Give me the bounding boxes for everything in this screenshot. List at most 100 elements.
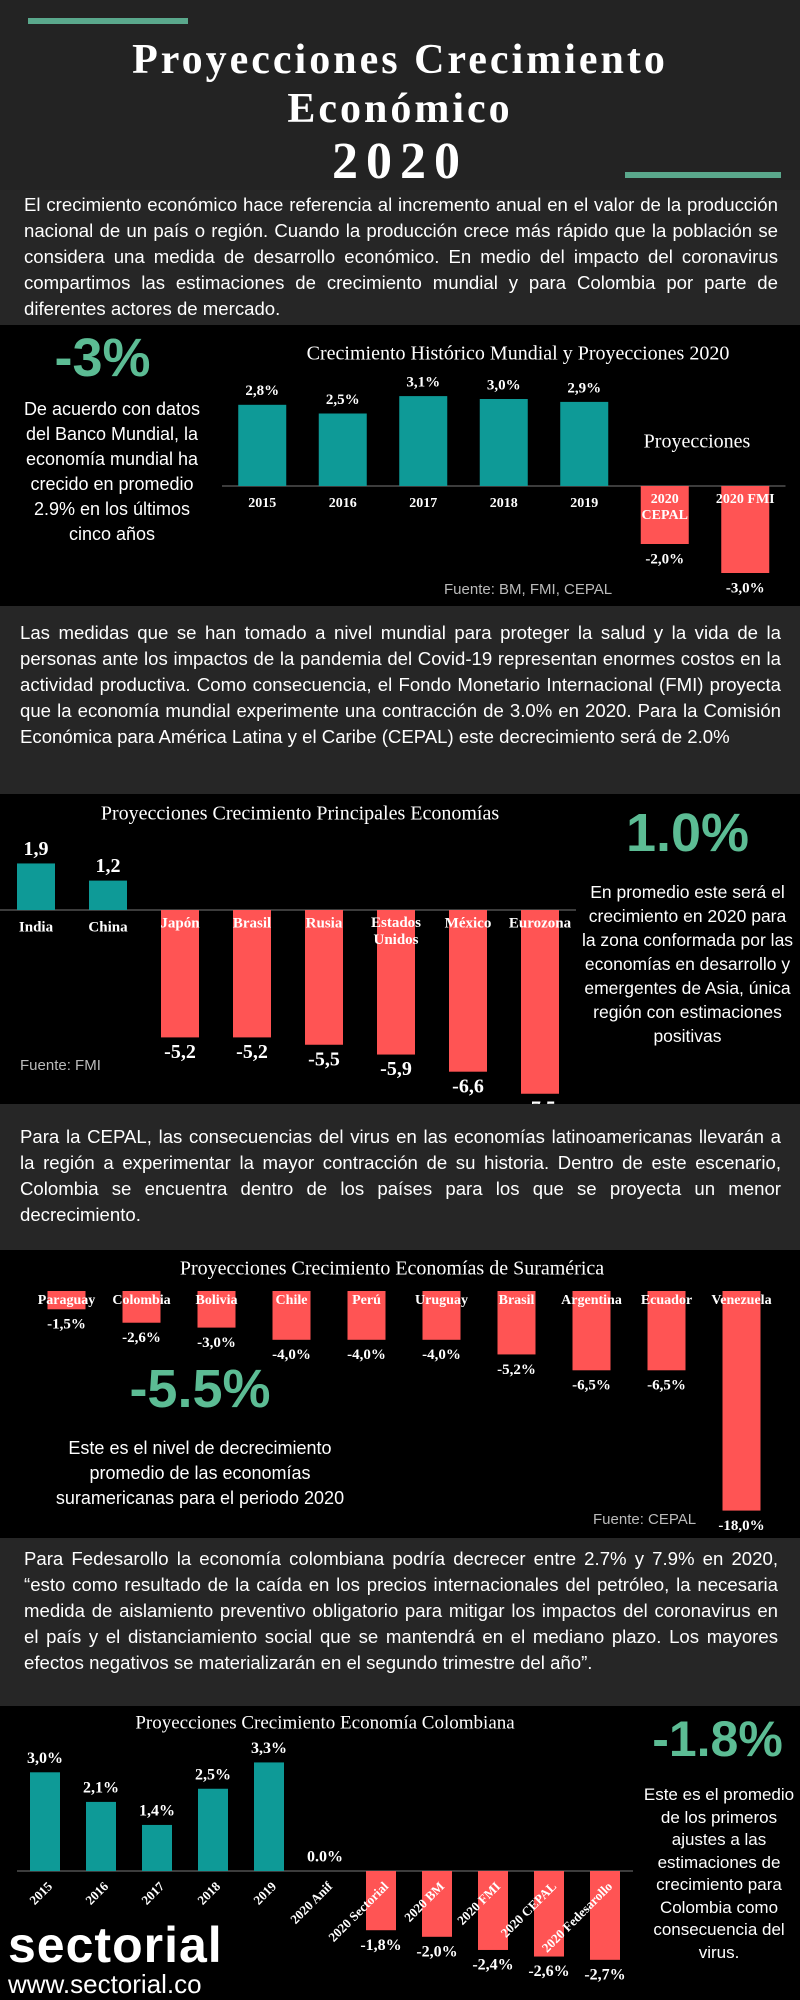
category-label: 2020 FMI — [716, 492, 775, 507]
chart: Proyecciones Crecimiento Economía Colomb… — [17, 1712, 633, 1984]
value-label: -7,5 — [524, 1097, 556, 1104]
bar — [89, 880, 127, 910]
value-label: -5,2% — [497, 1362, 536, 1378]
category-label: Uruguay — [415, 1293, 468, 1308]
bar — [479, 399, 528, 486]
text-section: Las medidas que se han tomado a nivel mu… — [0, 606, 800, 794]
value-label: 2,1% — [83, 1780, 119, 1797]
value-label: 0.0% — [307, 1849, 343, 1866]
category-label: Chile — [276, 1293, 308, 1308]
category-label: Paraguay — [38, 1293, 96, 1308]
url: www.sectorial.co — [8, 1969, 202, 1999]
value-label: 3,3% — [251, 1740, 287, 1757]
paragraph: Para la CEPAL, las consecuencias del vir… — [20, 1126, 781, 1225]
header: Proyecciones Crecimiento Económico 2020 — [0, 0, 800, 190]
callout-figure: -1.8% — [652, 1711, 783, 1767]
value-label: -6,5% — [572, 1378, 611, 1394]
chart-title: Proyecciones Crecimiento Economías de Su… — [180, 1258, 604, 1280]
value-label: 3,1% — [406, 375, 440, 391]
callout-text: De acuerdo con datos del Banco Mundial, … — [23, 399, 201, 544]
value-label: -1,8% — [360, 1937, 401, 1954]
bar — [30, 1772, 60, 1871]
category-label: Argentina — [561, 1293, 622, 1308]
chart-section: Proyecciones Crecimiento Economías de Su… — [0, 1250, 800, 1538]
category-label: Brasil — [233, 915, 271, 931]
category-label: 2015 — [248, 496, 276, 511]
chart-title: Proyecciones Crecimiento Principales Eco… — [101, 803, 499, 825]
bar — [590, 1871, 620, 1960]
callout-text: Este es el promedio de los primeros ajus… — [643, 1785, 795, 1962]
category-label: 2017 — [409, 496, 437, 511]
bar — [238, 404, 287, 486]
callout-figure: -3% — [54, 328, 151, 388]
bar — [449, 910, 487, 1072]
bar — [640, 486, 689, 544]
source: Fuente: CEPAL — [593, 1511, 696, 1528]
bar — [422, 1871, 452, 1937]
decor-line — [28, 18, 188, 24]
value-label: 2,5% — [195, 1766, 231, 1783]
chart-section: Crecimiento Histórico Mundial y Proyecci… — [0, 325, 800, 606]
value-label: 2,5% — [326, 392, 360, 408]
value-label: 3,0% — [27, 1750, 63, 1767]
category-label: Brasil — [499, 1293, 535, 1308]
bar — [478, 1871, 508, 1950]
callout-text: En promedio este será el crecimiento en … — [581, 882, 794, 1046]
chart-title: Crecimiento Histórico Mundial y Proyecci… — [307, 343, 730, 365]
category-label: Colombia — [112, 1293, 170, 1308]
category-label: Venezuela — [711, 1293, 771, 1308]
bar — [647, 1291, 686, 1371]
category-label: Rusia — [306, 915, 343, 931]
value-label: 2,8% — [245, 383, 279, 399]
text-section: Para la CEPAL, las consecuencias del vir… — [0, 1104, 800, 1250]
bar — [347, 1291, 386, 1340]
value-label: -5,5 — [308, 1048, 340, 1070]
category-label: México — [445, 915, 492, 931]
chart-section: Proyecciones Crecimiento Economía Colomb… — [0, 1706, 800, 2000]
source: Fuente: BM, FMI, CEPAL — [444, 581, 612, 598]
bar — [47, 1291, 86, 1310]
bar — [272, 1291, 311, 1340]
category-label: 2020 Anif — [287, 1878, 336, 1927]
bar — [142, 1824, 172, 1871]
category-label: 2016 — [82, 1878, 111, 1907]
bar — [722, 1291, 761, 1511]
value-label: -5,2 — [236, 1041, 268, 1063]
value-label: -2,6% — [528, 1963, 569, 1980]
value-label: 1,4% — [139, 1803, 175, 1820]
value-label: -5,9 — [380, 1058, 412, 1080]
bar — [377, 910, 415, 1055]
value-label: 1,9 — [24, 838, 49, 860]
value-label: -2,0% — [416, 1943, 457, 1960]
callout-figure: -5.5% — [129, 1359, 271, 1419]
text-section: Para Fedesarollo la economía colombiana … — [0, 1538, 800, 1706]
bar — [254, 1762, 284, 1871]
value-label: -3,0% — [726, 580, 765, 596]
value-label: 2,9% — [567, 380, 601, 396]
callout-figure: 1.0% — [625, 803, 750, 863]
bar — [721, 486, 770, 573]
category-label: Ecuador — [641, 1293, 692, 1308]
callout-text: Este es el nivel de decrecimiento promed… — [55, 1438, 345, 1508]
category-label: 2017 — [138, 1878, 167, 1907]
category-label: 2015 — [26, 1878, 55, 1907]
bar — [534, 1871, 564, 1957]
value-label: -2,4% — [472, 1957, 513, 1974]
value-label: -1,5% — [47, 1317, 86, 1333]
category-label: Bolivia — [195, 1293, 237, 1308]
category-label: India — [19, 919, 54, 935]
source: Fuente: FMI — [20, 1057, 101, 1074]
category-label: 2018 — [194, 1878, 223, 1907]
value-label: -18,0% — [718, 1518, 764, 1534]
value-label: -2,6% — [122, 1330, 161, 1346]
chart: Proyecciones Crecimiento Economías de Su… — [38, 1258, 772, 1534]
decor-line — [625, 172, 781, 178]
category-label: 2019 — [250, 1878, 279, 1907]
chart: Proyecciones Crecimiento Principales Eco… — [0, 803, 576, 1104]
year: 2020 — [332, 133, 468, 190]
category-label: Perú — [352, 1293, 381, 1308]
chart-title: Proyecciones Crecimiento Economía Colomb… — [135, 1712, 515, 1733]
value-label: -4,0% — [272, 1347, 311, 1363]
category-label: Eurozona — [509, 915, 572, 931]
